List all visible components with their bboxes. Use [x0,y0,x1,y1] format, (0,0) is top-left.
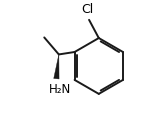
Polygon shape [54,54,59,79]
Text: H₂N: H₂N [49,83,71,96]
Text: Cl: Cl [82,3,94,16]
